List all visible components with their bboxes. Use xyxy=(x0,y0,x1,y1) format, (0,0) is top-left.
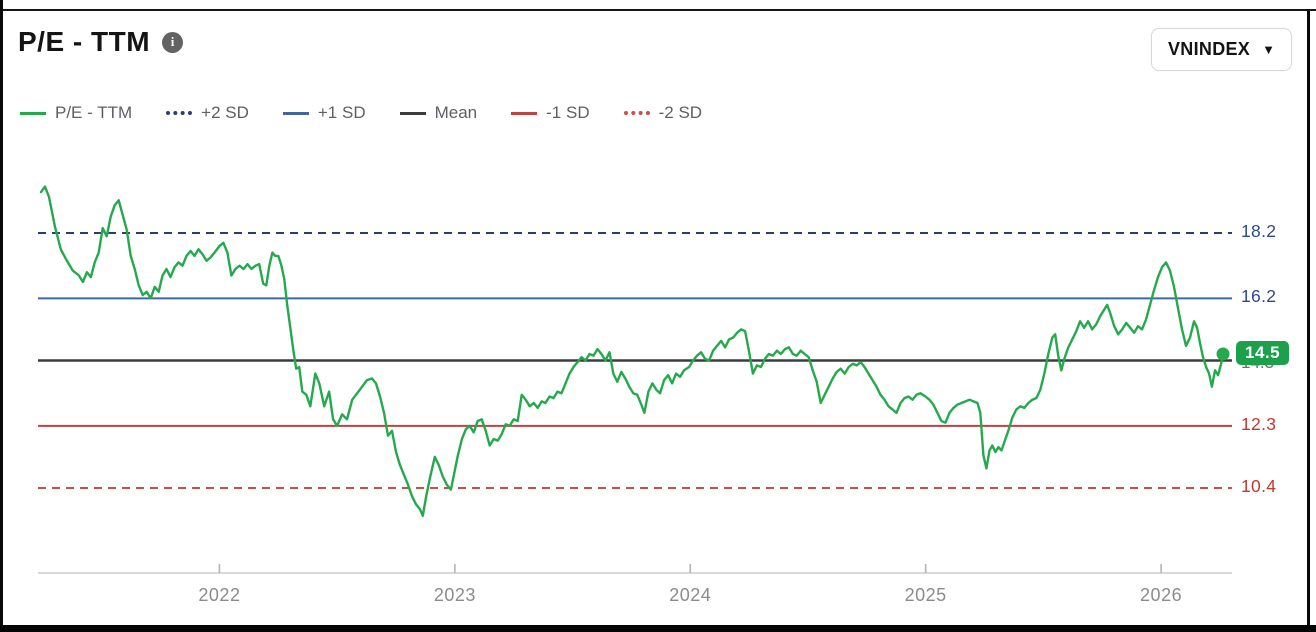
legend-swatch-pe-ttm xyxy=(20,111,46,115)
legend-label: -1 SD xyxy=(546,103,590,122)
x-axis-label-2025: 2025 xyxy=(904,585,947,605)
screenshot-right-border xyxy=(1307,9,1310,632)
legend-swatch-plus2sd xyxy=(166,111,193,115)
x-axis-label-2024: 2024 xyxy=(669,585,712,605)
legend-swatch-minus1sd xyxy=(511,111,538,115)
y-axis-label--2sd: 10.4 xyxy=(1241,476,1277,496)
x-axis-label-2023: 2023 xyxy=(433,585,476,605)
legend-item-minus1sd[interactable]: -1 SD xyxy=(511,103,590,123)
screenshot-left-border xyxy=(0,0,3,632)
legend-label: P/E - TTM xyxy=(55,103,133,122)
legend-swatch-plus1sd xyxy=(282,111,309,115)
screenshot-top-border xyxy=(0,9,1316,11)
pe-ttm-line xyxy=(39,185,1225,517)
info-icon[interactable]: i xyxy=(162,31,184,53)
legend-label: +1 SD xyxy=(317,103,366,122)
legend-swatch-minus2sd xyxy=(623,111,650,115)
page-title: P/E - TTM xyxy=(18,26,151,57)
legend-item-plus2sd[interactable]: +2 SD xyxy=(166,103,249,123)
last-point-dot xyxy=(1216,347,1230,361)
screenshot-bottom-border xyxy=(0,625,1316,632)
legend-item-pe-ttm[interactable]: P/E - TTM xyxy=(20,103,132,123)
legend-label: -2 SD xyxy=(658,103,703,122)
x-axis-label-2026: 2026 xyxy=(1140,585,1183,605)
chevron-down-icon: ▼ xyxy=(1262,42,1275,57)
legend-label: Mean xyxy=(434,103,478,122)
x-axis-label-2022: 2022 xyxy=(198,585,241,605)
index-selector-label: VNINDEX xyxy=(1168,39,1251,59)
y-axis-label-+2sd: 18.2 xyxy=(1241,221,1277,241)
legend-label: +2 SD xyxy=(201,103,249,122)
chart-header: P/E - TTM i xyxy=(18,26,184,58)
y-axis-label-+1sd: 16.2 xyxy=(1241,286,1277,307)
last-value-badge: 14.5 xyxy=(1236,340,1290,365)
legend-swatch-mean xyxy=(399,111,426,115)
index-selector-button[interactable]: VNINDEX ▼ xyxy=(1151,28,1292,71)
chart-legend: P/E - TTM +2 SD +1 SD Mean -1 SD -2 SD xyxy=(20,103,702,123)
legend-item-plus1sd[interactable]: +1 SD xyxy=(282,103,366,123)
legend-item-minus2sd[interactable]: -2 SD xyxy=(623,103,703,123)
y-axis-label--1sd: 12.3 xyxy=(1241,413,1277,434)
legend-item-mean[interactable]: Mean xyxy=(399,103,478,123)
